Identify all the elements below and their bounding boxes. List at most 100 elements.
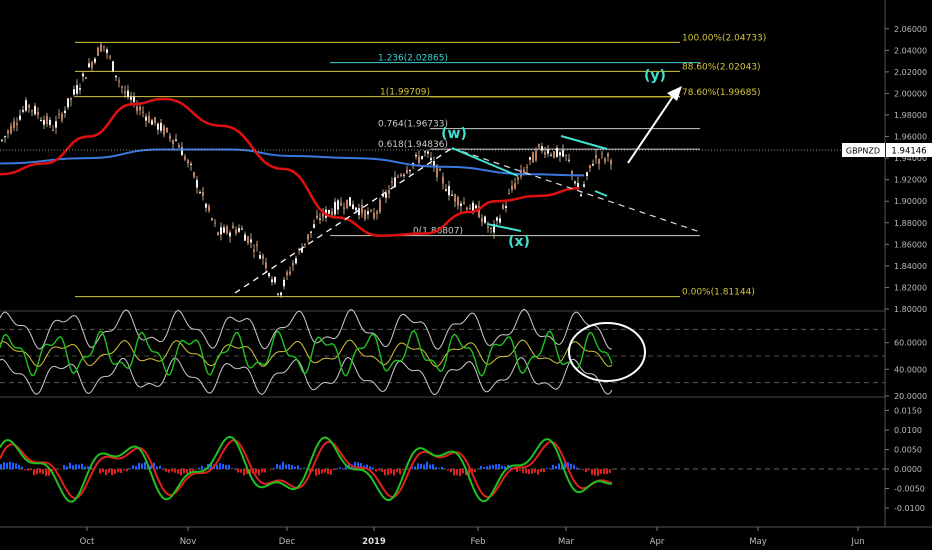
candle-body bbox=[559, 152, 561, 156]
macd-histogram-bar bbox=[300, 468, 302, 469]
candle-body bbox=[67, 98, 69, 108]
macd-histogram-bar bbox=[567, 462, 569, 469]
macd-histogram-bar bbox=[240, 469, 242, 473]
candle-body bbox=[460, 203, 462, 207]
macd-tick-label: 0.0100 bbox=[894, 426, 922, 435]
candle-body bbox=[307, 234, 309, 240]
macd-histogram-bar bbox=[138, 462, 140, 469]
wave-label-x: (x) bbox=[508, 234, 530, 250]
candle-body bbox=[490, 227, 492, 230]
candle-body bbox=[151, 120, 153, 125]
macd-histogram-bar bbox=[600, 469, 602, 474]
candle-body bbox=[10, 125, 12, 134]
candle-body bbox=[199, 192, 201, 194]
price-axis[interactable]: 2.06000 2.04000 2.02000 2.00000 1.98000 1.960… bbox=[885, 25, 927, 314]
fib-label: 78.60%(1.99685) bbox=[682, 88, 761, 98]
time-tick-label: 2019 bbox=[362, 537, 386, 547]
macd-histogram-bar bbox=[153, 462, 155, 469]
candle-body bbox=[283, 279, 285, 287]
candle-body bbox=[604, 158, 606, 162]
candle-body bbox=[103, 45, 105, 47]
price-tick-label: 1.90000 bbox=[894, 197, 927, 206]
time-tick-label: Oct bbox=[80, 537, 95, 547]
macd-histogram-bar bbox=[357, 462, 359, 469]
macd-histogram-bar bbox=[516, 469, 518, 472]
macd-histogram-bar bbox=[585, 469, 587, 473]
candle-body bbox=[43, 120, 45, 125]
macd-tick-label: -0.0050 bbox=[894, 485, 925, 494]
macd-histogram-bar bbox=[156, 466, 158, 469]
macd-histogram-bar bbox=[243, 469, 245, 476]
macd-histogram-bar bbox=[354, 461, 356, 469]
candle-body bbox=[265, 262, 267, 269]
candle-body bbox=[202, 192, 204, 196]
candle-body bbox=[100, 44, 102, 52]
macd-histogram-bar bbox=[558, 463, 560, 469]
time-tick-label: Jun bbox=[850, 537, 864, 547]
macd-histogram-bar bbox=[324, 469, 326, 473]
macd-histogram-bar bbox=[279, 465, 281, 469]
candle-body bbox=[445, 189, 447, 191]
macd-histogram-bar bbox=[15, 463, 17, 469]
macd-histogram-bar bbox=[372, 467, 374, 469]
candle-body bbox=[373, 213, 375, 218]
macd-histogram-bar bbox=[303, 467, 305, 469]
macd-histogram-bar bbox=[582, 469, 584, 471]
macd-histogram-bar bbox=[492, 464, 494, 469]
candle-body bbox=[73, 89, 75, 95]
candle-body bbox=[49, 119, 51, 126]
last-price-badge bbox=[886, 143, 932, 157]
osc-tick-label: 60.0000 bbox=[894, 339, 927, 348]
candle-body bbox=[109, 56, 111, 58]
macd-histogram-bar bbox=[525, 469, 527, 474]
macd-histogram-bar bbox=[144, 461, 146, 469]
macd-histogram-bar bbox=[81, 463, 83, 469]
candle-body bbox=[472, 202, 474, 212]
macd-histogram-bar bbox=[555, 465, 557, 469]
macd-histogram-bar bbox=[246, 469, 248, 475]
candle-body bbox=[592, 163, 594, 166]
candle-body bbox=[274, 276, 276, 283]
macd-histogram-bar bbox=[402, 469, 404, 471]
candle-body bbox=[4, 136, 6, 138]
macd-histogram-bar bbox=[321, 469, 323, 474]
macd-histogram-bar bbox=[261, 469, 263, 473]
macd-histogram-bar bbox=[318, 469, 320, 475]
candle-body bbox=[148, 115, 150, 123]
macd-histogram-bar bbox=[114, 469, 116, 474]
candle-body bbox=[424, 151, 426, 153]
candle-body bbox=[523, 169, 525, 175]
candle-body bbox=[391, 181, 393, 183]
macd-histogram-bar bbox=[327, 469, 329, 475]
candle-body bbox=[217, 232, 219, 236]
time-axis[interactable]: Oct Nov Dec 2019 Feb Mar Apr May Jun bbox=[80, 527, 865, 547]
macd-histogram-bar bbox=[474, 469, 476, 473]
macd-histogram-bar bbox=[270, 469, 272, 470]
candle-body bbox=[184, 156, 186, 160]
macd-histogram-bar bbox=[375, 469, 377, 472]
price-tick-label: 1.94000 bbox=[894, 154, 927, 163]
macd-histogram-bar bbox=[186, 469, 188, 474]
candle-body bbox=[64, 110, 66, 114]
macd-histogram-bar bbox=[159, 465, 161, 469]
macd-histogram-bar bbox=[216, 464, 218, 469]
macd-histogram-bar bbox=[102, 469, 104, 473]
macd-histogram-bar bbox=[414, 466, 416, 469]
macd-histogram-bar bbox=[423, 464, 425, 469]
osc-band-upper bbox=[0, 308, 613, 350]
macd-histogram-bar bbox=[549, 468, 551, 469]
candle-body bbox=[442, 176, 444, 184]
candle-body bbox=[7, 130, 9, 134]
macd-histogram-bar bbox=[540, 469, 542, 473]
macd-histogram-bar bbox=[78, 464, 80, 469]
candle-body bbox=[118, 80, 120, 82]
candle-body bbox=[454, 194, 456, 202]
macd-histogram-bar bbox=[69, 462, 71, 469]
macd-histogram-bar bbox=[225, 464, 227, 469]
macd-histogram-bar bbox=[369, 466, 371, 469]
macd-histogram-bar bbox=[588, 469, 590, 471]
candle-body bbox=[220, 227, 222, 235]
macd-histogram-bar bbox=[495, 464, 497, 469]
macd-histogram-bar bbox=[3, 462, 5, 469]
